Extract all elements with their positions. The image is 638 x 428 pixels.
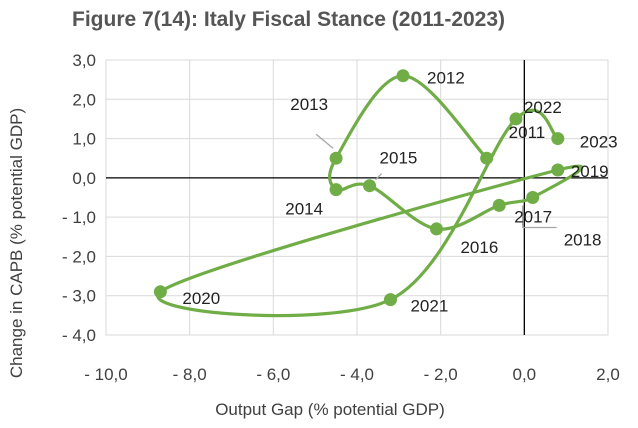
- data-point-2018: [526, 191, 540, 204]
- data-point-2020: [153, 285, 167, 299]
- data-point-2021: [383, 293, 397, 307]
- point-label-2016: 2016: [460, 238, 498, 257]
- data-point-2022: [509, 112, 523, 126]
- x-axis-label: Output Gap (% potential GDP): [215, 400, 445, 419]
- series-line: [156, 74, 584, 318]
- tick-labels: - 10,0 - 8,0 - 6,0 - 4,0 - 2,0 0,0 2,0 3,0 2,0 1,…: [62, 51, 620, 384]
- x-tick-label: 0,0: [513, 365, 537, 384]
- y-axis-label: Change in CAPB (% potential GDP): [7, 108, 26, 378]
- data-point-2013: [329, 151, 343, 165]
- point-label-2017: 2017: [514, 207, 552, 226]
- y-tick-label: 2,0: [72, 90, 96, 109]
- label-leader-lines: [315, 133, 557, 229]
- x-tick-label: - 6,0: [256, 365, 290, 384]
- y-tick-label: - 3,0: [62, 287, 96, 306]
- x-tick-label: 2,0: [596, 365, 620, 384]
- data-point-2019: [551, 163, 565, 177]
- y-tick-label: - 1,0: [62, 208, 96, 227]
- data-point-2023: [551, 132, 565, 146]
- leader-line-2018: [522, 205, 557, 229]
- y-tick-label: 1,0: [72, 130, 96, 149]
- y-tick-label: 3,0: [72, 51, 96, 70]
- point-label-2022: 2022: [524, 98, 562, 117]
- leader-line-2015: [375, 173, 383, 181]
- point-label-2018: 2018: [564, 231, 602, 250]
- point-labels: 2011 2012 2013 2014 2015 2016 2017 2018 2019 2020…: [182, 69, 617, 316]
- x-tick-label: - 8,0: [173, 365, 207, 384]
- point-label-2013: 2013: [290, 95, 328, 114]
- point-label-2019: 2019: [571, 162, 609, 181]
- data-point-2015: [363, 179, 377, 193]
- data-points: [153, 69, 565, 307]
- data-point-2016: [429, 222, 443, 236]
- data-point-2017: [492, 198, 506, 212]
- x-tick-label: - 2,0: [424, 365, 458, 384]
- y-tick-label: 0,0: [72, 169, 96, 188]
- x-tick-label: - 10,0: [84, 365, 127, 384]
- y-tick-label: - 4,0: [62, 326, 96, 345]
- chart-title: Figure 7(14): Italy Fiscal Stance (2011-…: [72, 8, 505, 31]
- point-label-2011: 2011: [509, 123, 546, 142]
- point-label-2023: 2023: [580, 133, 618, 152]
- point-label-2020: 2020: [182, 289, 220, 308]
- data-point-2014: [329, 183, 343, 197]
- x-tick-label: - 4,0: [340, 365, 374, 384]
- point-label-2014: 2014: [285, 200, 323, 219]
- point-label-2015: 2015: [380, 149, 418, 168]
- point-label-2012: 2012: [427, 69, 465, 88]
- point-label-2021: 2021: [410, 297, 448, 316]
- data-point-2012: [396, 69, 410, 83]
- data-point-2011: [480, 151, 494, 165]
- y-tick-label: - 2,0: [62, 247, 96, 266]
- leader-line-2013: [315, 133, 334, 149]
